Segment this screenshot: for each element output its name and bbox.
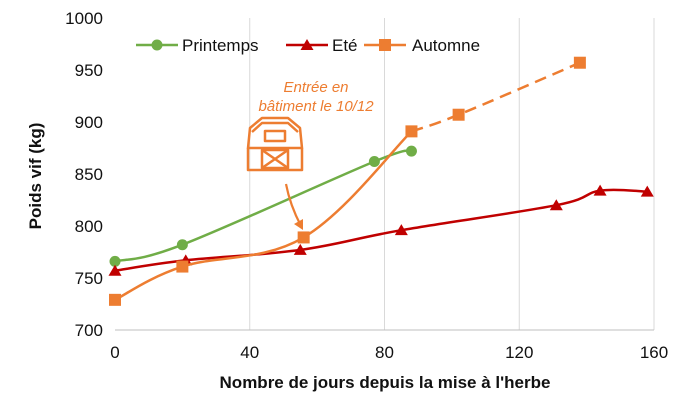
series-line	[114, 188, 648, 272]
data-point	[293, 243, 307, 255]
series-line-dashed	[411, 61, 581, 133]
data-point	[405, 125, 418, 138]
data-point	[573, 56, 586, 69]
legend-item-ete: Eté	[286, 36, 358, 55]
legend-item-automne: Automne	[364, 36, 480, 55]
legend-label-automne: Automne	[412, 36, 480, 55]
data-point	[640, 185, 654, 197]
x-tick-label: 80	[375, 343, 394, 362]
data-point	[452, 108, 465, 121]
x-tick-label: 40	[240, 343, 259, 362]
barn-icon-walls	[246, 148, 304, 172]
series-1	[108, 184, 654, 276]
annotation-line-1: Entrée en	[283, 79, 348, 96]
annotation-arrowhead	[294, 219, 303, 230]
data-point	[297, 231, 310, 244]
data-point	[394, 224, 408, 236]
y-tick-label: 750	[75, 269, 103, 288]
y-axis-title: Poids vif (kg)	[26, 123, 45, 230]
legend-item-printemps: Printemps	[136, 36, 259, 55]
series-2	[109, 56, 586, 306]
data-point	[549, 199, 563, 211]
y-tick-label: 850	[75, 165, 103, 184]
series-line-solid	[114, 130, 413, 301]
data-point	[109, 293, 121, 306]
series-0	[109, 145, 417, 267]
legend-label-printemps: Printemps	[182, 36, 259, 55]
axes: 0 40 80 120 160 700 750 800 850 900 950 1000	[65, 9, 668, 362]
annotation-entree-batiment: Entrée en bâtiment le 10/12	[246, 79, 374, 230]
legend-marker-triangle	[300, 39, 314, 50]
grid-lines	[249, 18, 655, 330]
data-point	[593, 184, 607, 196]
barn-icon-window	[263, 129, 287, 143]
barn-icon-roof	[251, 121, 299, 133]
series-line	[114, 149, 412, 263]
barn-icon	[246, 116, 304, 172]
legend-marker-circle	[151, 39, 163, 51]
data-point	[109, 255, 121, 267]
y-tick-label: 900	[75, 113, 103, 132]
x-tick-label: 120	[505, 343, 533, 362]
data-point	[368, 156, 380, 168]
y-tick-label: 950	[75, 61, 103, 80]
x-tick-label: 160	[640, 343, 668, 362]
barn-icon-door-cross	[261, 148, 289, 170]
data-point	[405, 145, 417, 157]
legend-label-ete: Eté	[332, 36, 358, 55]
data-point	[176, 239, 188, 251]
annotation-line-2: bâtiment le 10/12	[258, 98, 374, 115]
annotation-arrow	[284, 183, 302, 227]
legend: Printemps Eté Automne	[136, 36, 480, 55]
x-axis-title: Nombre de jours depuis la mise à l'herbe	[220, 373, 551, 392]
barn-icon-door	[260, 148, 290, 170]
data-point	[108, 264, 122, 276]
x-tick-label: 0	[110, 343, 119, 362]
y-tick-label: 700	[75, 321, 103, 340]
y-tick-label: 800	[75, 217, 103, 236]
data-point	[176, 260, 189, 273]
legend-marker-square	[379, 39, 391, 51]
y-tick-label: 1000	[65, 9, 103, 28]
series-lines	[108, 56, 654, 306]
